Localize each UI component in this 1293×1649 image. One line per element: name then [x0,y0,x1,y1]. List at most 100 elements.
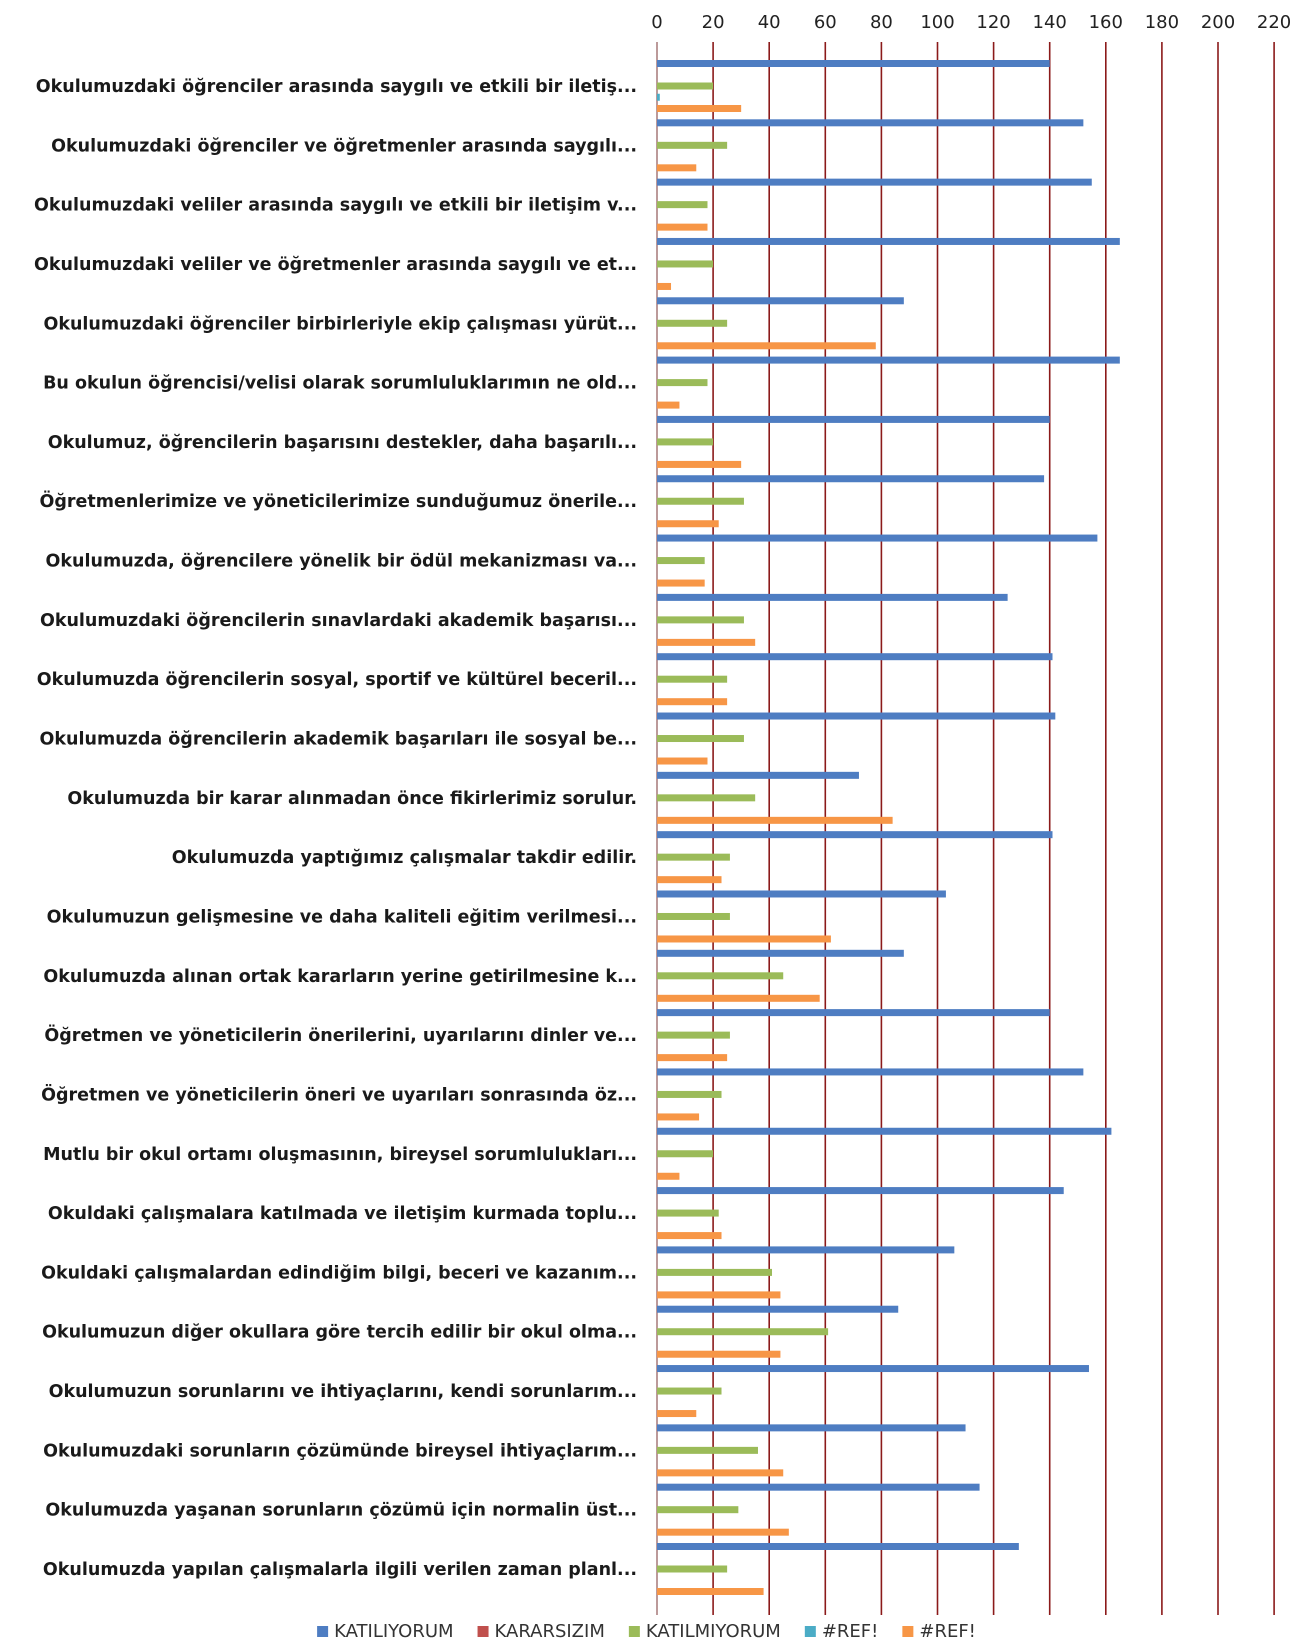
bar-series-2-cat-12 [657,794,756,802]
category-label: Öğretmenlerimize ve yöneticilerimize sun… [39,490,637,512]
bar-series-2-cat-1 [657,141,728,149]
category-label: Okulumuzun diğer okullara göre tercih ed… [42,1323,637,1343]
category-label: Okulumuzda alınan ortak kararların yerin… [43,967,637,987]
bar-series-4-cat-8 [657,579,705,587]
legend-label: #REF! [822,1621,879,1642]
bar-series-0-cat-2 [657,178,1092,186]
bar-series-0-cat-11 [657,712,1056,720]
bar-series-0-cat-24 [657,1483,980,1491]
category-label: Okulumuzdaki öğrenciler birbirleriyle ek… [43,314,637,334]
x-axis-tick-labels: 0 20 40 60 80 100 120 140 160 180 200 220 [651,12,1291,33]
bar-series-4-cat-6 [657,460,742,468]
category-label: Okulumuzdaki sorunların çözümünde bireys… [43,1441,637,1461]
bar-series-2-cat-22 [657,1387,722,1395]
bar-series-4-cat-2 [657,223,708,231]
category-label: Okulumuzun sorunlarını ve ihtiyaçlarını,… [49,1382,637,1402]
bar-series-0-cat-4 [657,297,904,305]
bar-series-2-cat-15 [657,972,784,980]
legend-label: KATILIYORUM [334,1621,453,1642]
bar-series-0-cat-13 [657,831,1053,839]
bar-series-4-cat-1 [657,164,697,172]
category-label: Okulumuz, öğrencilerin başarısını destek… [48,433,637,453]
bars [657,60,1120,1595]
category-label: Okuldaki çalışmalara katılmada ve iletiş… [48,1204,637,1224]
bar-series-4-cat-0 [657,105,742,112]
bar-series-0-cat-16 [657,1009,1050,1017]
x-tick-label: 140 [1033,12,1067,33]
category-label: Okulumuzdaki veliler ve öğretmenler aras… [34,255,637,275]
category-label: Okulumuzda yapılan çalışmalarla ilgili v… [43,1560,637,1580]
legend-swatch-0 [317,1626,329,1637]
bar-series-0-cat-1 [657,119,1084,127]
bar-series-4-cat-25 [657,1588,764,1595]
bar-series-4-cat-16 [657,1054,728,1062]
bar-series-0-cat-7 [657,475,1045,483]
bar-series-4-cat-24 [657,1528,789,1536]
bar-series-2-cat-19 [657,1209,719,1217]
bar-series-4-cat-17 [657,1113,700,1121]
bar-series-4-cat-7 [657,520,719,528]
category-label: Okulumuzda yaşanan sorunların çözümü içi… [45,1501,637,1521]
bar-series-2-cat-4 [657,319,728,327]
x-tick-label: 160 [1089,12,1123,33]
bar-series-0-cat-23 [657,1424,966,1432]
x-tick-label: 40 [758,12,781,33]
bar-series-2-cat-6 [657,438,714,446]
bar-series-4-cat-23 [657,1469,784,1477]
category-labels: Okulumuzdaki öğrenciler arasında saygılı… [34,77,637,1580]
bar-series-2-cat-3 [657,260,714,268]
bar-series-2-cat-21 [657,1328,829,1336]
bar-series-0-cat-14 [657,890,946,898]
category-label: Bu okulun öğrencisi/velisi olarak soruml… [43,374,637,394]
category-label: Okulumuzda öğrencilerin akademik başarıl… [40,730,637,750]
bar-series-0-cat-12 [657,771,859,779]
bar-series-4-cat-10 [657,698,728,706]
bar-series-2-cat-17 [657,1090,722,1098]
x-tick-label: 200 [1201,12,1235,33]
category-label: Okulumuzda öğrencilerin sosyal, sportif … [37,670,637,690]
bar-series-2-cat-14 [657,912,730,920]
bar-series-4-cat-22 [657,1410,697,1418]
bar-series-2-cat-5 [657,379,708,387]
x-tick-label: 0 [651,12,662,33]
bar-series-4-cat-20 [657,1291,781,1299]
x-tick-label: 180 [1145,12,1179,33]
x-tick-label: 220 [1257,12,1291,33]
bar-series-2-cat-18 [657,1150,714,1158]
bar-series-0-cat-22 [657,1365,1089,1373]
category-label: Okulumuzdaki öğrenciler ve öğretmenler a… [51,136,637,156]
category-label: Okulumuzda bir karar alınmadan önce fiki… [67,789,637,809]
legend-label: #REF! [919,1621,976,1642]
bar-series-2-cat-25 [657,1565,728,1573]
legend-swatch-4 [902,1626,914,1637]
legend-label: KARARSIZIM [495,1621,605,1642]
bar-series-4-cat-15 [657,994,820,1002]
legend-label: KATILMIYORUM [646,1621,781,1642]
bar-series-4-cat-14 [657,935,831,943]
x-tick-label: 60 [814,12,837,33]
bar-series-0-cat-6 [657,415,1050,423]
bar-series-2-cat-23 [657,1446,758,1454]
category-label: Öğretmen ve yöneticilerin önerilerini, u… [44,1024,637,1046]
bar-series-2-cat-11 [657,735,744,743]
legend-swatch-3 [804,1626,816,1637]
x-tick-label: 120 [976,12,1010,33]
bar-series-0-cat-10 [657,653,1053,661]
bar-series-2-cat-2 [657,201,708,209]
legend-swatch-1 [477,1626,489,1637]
bar-series-0-cat-19 [657,1187,1064,1195]
category-label: Okulumuzda, öğrencilere yönelik bir ödül… [46,552,637,572]
bar-series-2-cat-10 [657,675,728,683]
bar-series-4-cat-5 [657,401,680,409]
bar-series-3-cat-0 [657,93,660,101]
bar-series-0-cat-8 [657,534,1098,542]
bar-series-4-cat-4 [657,342,876,350]
bar-series-2-cat-24 [657,1506,739,1514]
bar-series-0-cat-21 [657,1305,899,1313]
bar-series-0-cat-9 [657,593,1008,601]
bar-series-0-cat-5 [657,356,1120,364]
bar-series-2-cat-9 [657,616,744,624]
bar-series-4-cat-19 [657,1232,722,1240]
